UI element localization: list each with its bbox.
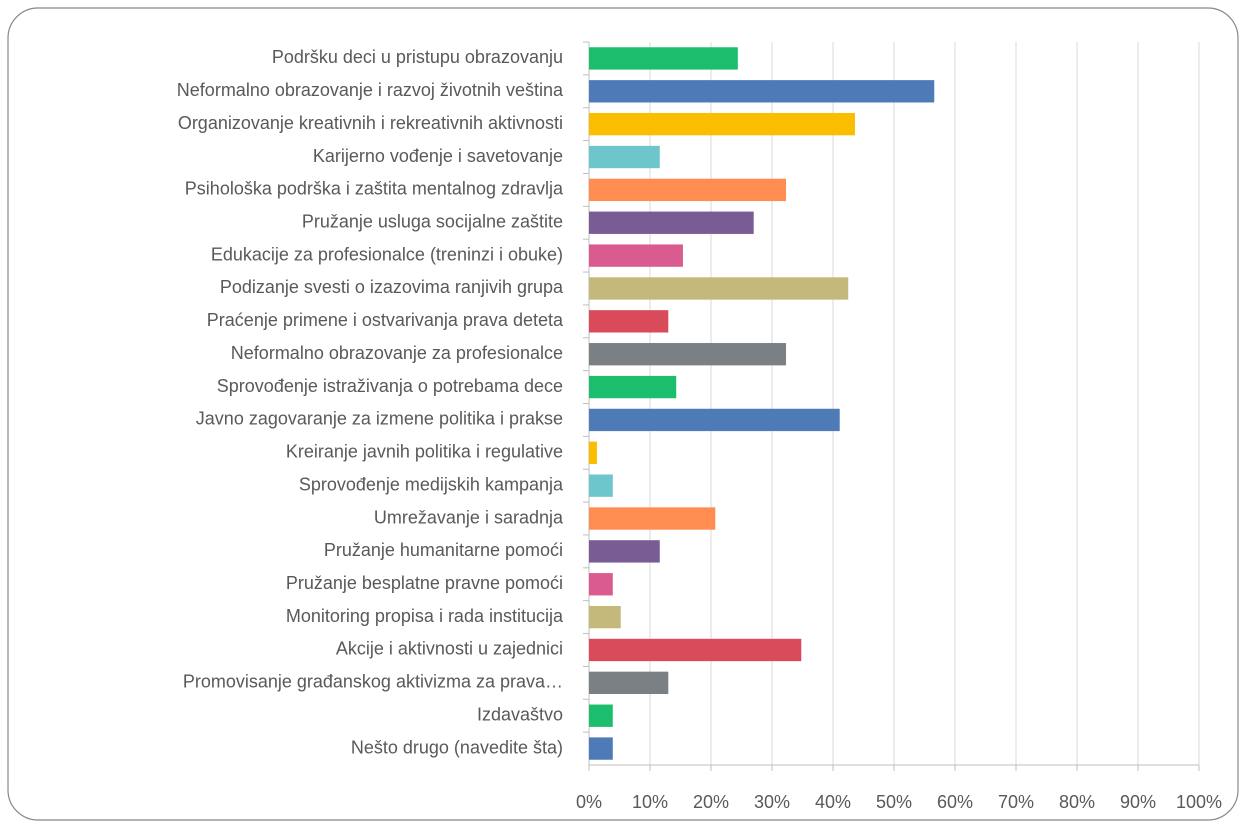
x-tick-label: 100% [1176, 792, 1222, 812]
bar [589, 80, 935, 103]
y-tick-label: Neformalno obrazovanje za profesionalce [231, 343, 563, 363]
x-tick-label: 80% [1059, 792, 1095, 812]
x-tick-label: 10% [632, 792, 668, 812]
x-tick-label: 50% [876, 792, 912, 812]
y-tick-label: Monitoring propisa i rada institucija [286, 606, 564, 626]
y-tick-label: Pružanje besplatne pravne pomoći [286, 573, 563, 593]
y-tick-label: Pružanje usluga socijalne zaštite [302, 212, 563, 232]
bar [589, 112, 855, 136]
y-tick-label: Podizanje svesti o izazovima ranjivih gr… [220, 277, 564, 297]
bar [589, 540, 660, 563]
bar [589, 638, 802, 662]
x-tick-label: 30% [754, 792, 790, 812]
bar [589, 605, 621, 629]
x-tick-label: 90% [1120, 792, 1156, 812]
y-tick-label: Nešto drugo (navedite šta) [351, 737, 563, 757]
y-tick-label: Promovisanje građanskog aktivizma za pra… [183, 672, 563, 692]
y-tick-label: Karijerno vođenje i savetovanje [313, 146, 563, 166]
y-tick-label: Praćenje primene i ostvarivanja prava de… [207, 310, 564, 330]
bar [589, 408, 840, 432]
y-tick-label: Akcije i aktivnosti u zajednici [336, 639, 563, 659]
y-tick-label: Podršku deci u pristupu obrazovanju [272, 47, 563, 67]
bar [589, 573, 613, 596]
bar [589, 178, 787, 202]
bar [589, 375, 677, 399]
y-tick-label: Kreiranje javnih politika i regulative [286, 442, 563, 462]
y-tick-label: Neformalno obrazovanje i razvoj životnih… [177, 80, 564, 100]
bar [589, 277, 849, 300]
y-tick-label: Umrežavanje i saradnja [374, 507, 564, 527]
y-tick-label: Sprovođenje istraživanja o potrebama dec… [217, 376, 563, 396]
y-tick-label: Pružanje humanitarne pomoći [324, 540, 563, 560]
x-tick-label: 40% [815, 792, 851, 812]
bar [589, 704, 613, 727]
x-tick-label: 20% [693, 792, 729, 812]
bar [589, 145, 660, 169]
y-tick-label: Psihološka podrška i zaštita mentalnog z… [185, 179, 564, 199]
y-tick-label: Izdavaštvo [477, 704, 563, 724]
bar [589, 343, 787, 366]
bar [589, 737, 613, 760]
y-tick-label: Javno zagovaranje za izmene politika i p… [196, 409, 563, 429]
bar [589, 244, 683, 267]
y-tick-label: Sprovođenje medijskih kampanja [299, 474, 564, 494]
bar [589, 441, 597, 464]
bar [589, 310, 669, 333]
bar [589, 474, 613, 497]
x-tick-label: 60% [937, 792, 973, 812]
y-tick-label: Organizovanje kreativnih i rekreativnih … [178, 113, 563, 133]
y-tick-label: Edukacije za profesionalce (treninzi i o… [211, 244, 563, 264]
bar [589, 671, 669, 695]
bar [589, 47, 738, 70]
bar [589, 211, 754, 234]
bar [589, 507, 716, 530]
x-tick-label: 70% [998, 792, 1034, 812]
x-tick-label: 0% [576, 792, 602, 812]
